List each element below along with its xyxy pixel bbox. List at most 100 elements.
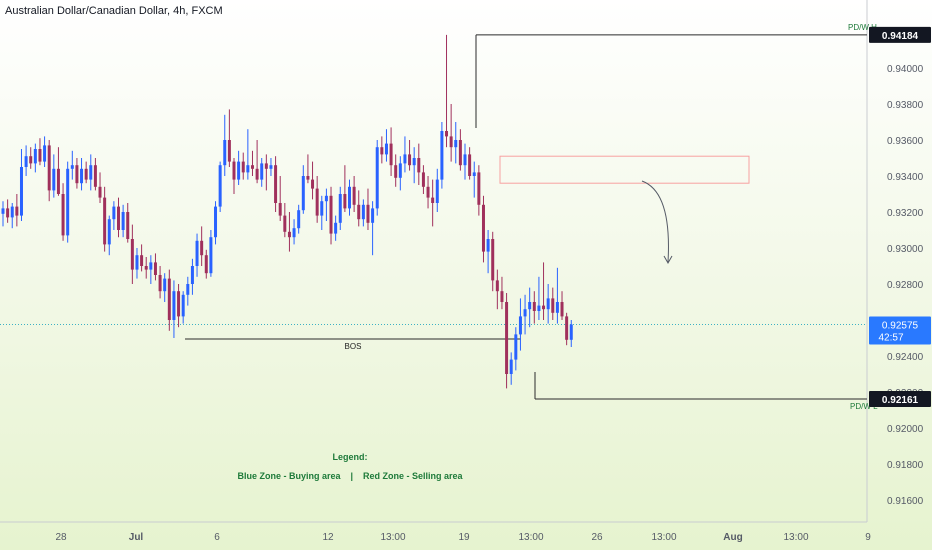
candle-body: [158, 275, 162, 292]
y-tick-label: 0.91600: [887, 496, 924, 507]
x-tick-label: 12: [322, 532, 334, 543]
candle-body: [463, 154, 467, 166]
x-tick-label: 19: [458, 532, 470, 543]
legend-heading: Legend:: [332, 452, 368, 462]
legend-text: Blue Zone - Buying area | Red Zone - Sel…: [237, 471, 463, 481]
candle-body: [389, 143, 393, 166]
candle-body: [149, 262, 153, 270]
pdw-high-badge-bg: [869, 26, 931, 43]
candle-body: [80, 168, 84, 184]
candle-body: [440, 131, 444, 180]
candle-body: [403, 154, 407, 164]
candle-body: [75, 165, 79, 184]
candle-body: [255, 168, 259, 180]
candle-body: [84, 168, 88, 180]
bos-label: BOS: [345, 342, 362, 351]
y-tick-label: 0.93000: [887, 244, 924, 255]
candle-body: [61, 194, 65, 236]
candle-body: [135, 255, 139, 270]
candle-body: [514, 334, 518, 360]
x-tick-label: Jul: [129, 532, 144, 543]
candle-body: [394, 165, 398, 178]
candle-body: [315, 188, 319, 216]
sell-zone: [499, 155, 750, 184]
candle-body: [10, 206, 14, 218]
candle-body: [311, 179, 315, 189]
x-tick-label: 13:00: [380, 532, 405, 543]
candle-body: [565, 316, 569, 340]
candle-body: [167, 278, 171, 320]
candle-body: [52, 168, 56, 191]
candle-body: [292, 228, 296, 238]
candle-body: [357, 204, 361, 220]
candle-body: [264, 163, 268, 169]
x-tick-label: 26: [591, 532, 603, 543]
candle-body: [546, 298, 550, 310]
candle-body: [1, 208, 5, 214]
candle-body: [384, 143, 388, 155]
candle-body: [481, 204, 485, 252]
pdw-high-label: PD/W H: [848, 23, 877, 32]
candle-body: [227, 140, 231, 162]
candle-body: [426, 186, 430, 198]
candle-body: [195, 240, 199, 266]
candle-body: [297, 210, 301, 229]
current-price-badge: 0.92575: [882, 321, 919, 332]
candle-body: [542, 305, 546, 310]
candle-body: [200, 240, 204, 256]
y-tick-label: 0.92800: [887, 280, 924, 291]
candle-body: [38, 149, 42, 162]
candle-body: [43, 145, 47, 162]
candle-body: [509, 359, 513, 374]
candle-body: [348, 186, 351, 209]
candle-body: [537, 305, 541, 311]
candle-body: [343, 194, 347, 209]
candle-body: [153, 262, 157, 275]
candle-body: [130, 239, 134, 270]
pdw-low-badge-bg: [869, 391, 931, 408]
candle-body: [70, 165, 74, 169]
candle-body: [486, 239, 490, 252]
candle-body: [181, 294, 185, 317]
candle-body: [223, 140, 227, 166]
candle-body: [144, 266, 148, 270]
candle-body: [458, 140, 462, 166]
candle-body: [98, 186, 102, 198]
candle-body: [417, 158, 421, 173]
candle-body: [329, 195, 333, 234]
candle-body: [186, 284, 190, 295]
x-tick-label: 9: [865, 532, 871, 543]
candle-body: [103, 197, 107, 245]
y-tick-label: 0.94000: [887, 64, 924, 75]
candle-body: [375, 147, 379, 209]
x-tick-label: 13:00: [783, 532, 808, 543]
candle-body: [121, 212, 125, 230]
candle-body: [278, 203, 282, 216]
x-tick-label: 13:00: [518, 532, 543, 543]
candle-body: [66, 168, 70, 236]
pdw-low-label: PD/W L: [850, 402, 878, 411]
x-tick-label: 28: [55, 532, 67, 543]
y-tick-label: 0.93600: [887, 136, 924, 147]
y-tick-label: 0.93200: [887, 208, 924, 219]
candle-body: [320, 201, 324, 216]
candle-body: [412, 158, 416, 166]
candle-body: [56, 168, 60, 194]
candle-body: [334, 222, 338, 234]
x-tick-label: Aug: [723, 532, 742, 543]
candle-body: [287, 231, 291, 238]
candle-body: [495, 280, 499, 292]
chart-title: Australian Dollar/Canadian Dollar, 4h, F…: [5, 5, 223, 17]
y-tick-label: 0.93800: [887, 100, 924, 111]
candle-body: [93, 165, 97, 187]
candle-body: [361, 204, 365, 220]
candle-body: [551, 298, 555, 313]
candle-body: [398, 163, 402, 178]
candle-body: [454, 140, 458, 148]
candle-body: [241, 161, 245, 173]
current-price-badge-bg: [869, 316, 931, 345]
y-tick-label: 0.91800: [887, 460, 924, 471]
chart-legend: Legend: Blue Zone - Buying area | Red Zo…: [230, 452, 470, 490]
candle-body: [24, 156, 28, 167]
